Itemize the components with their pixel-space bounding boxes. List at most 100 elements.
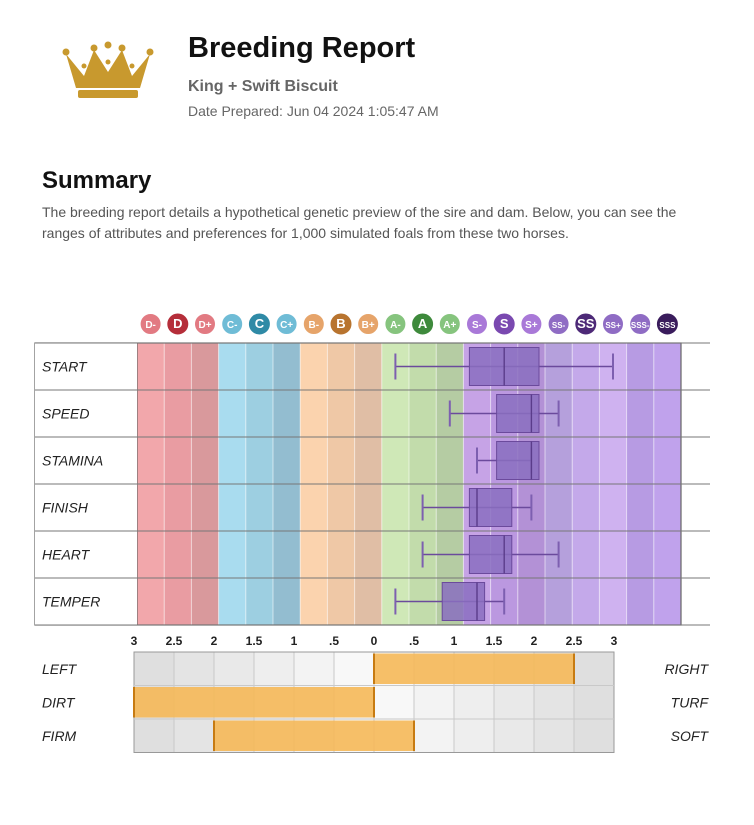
row-label-cell bbox=[35, 531, 137, 578]
pref-tick-label: 2 bbox=[211, 634, 218, 648]
grade-badge bbox=[655, 312, 679, 336]
grade-badge bbox=[357, 313, 380, 335]
grade-badge-label: SS- bbox=[552, 321, 566, 330]
date-prepared: Date Prepared: Jun 04 2024 1:05:47 AM bbox=[188, 103, 439, 119]
grade-badge bbox=[302, 313, 325, 335]
pref-tick-label: .5 bbox=[329, 634, 339, 648]
grade-badge bbox=[411, 312, 435, 336]
row-label-cell bbox=[35, 343, 137, 390]
crown-logo bbox=[62, 41, 154, 98]
summary-heading: Summary bbox=[42, 167, 152, 194]
iqr-box bbox=[496, 441, 540, 480]
row-label-cell bbox=[35, 578, 137, 625]
grade-badge-label: A- bbox=[390, 320, 401, 331]
crown-body bbox=[66, 50, 150, 88]
crown-jewel bbox=[104, 41, 112, 49]
pref-tick-label: 3 bbox=[131, 634, 138, 648]
pref-tick-label: 1 bbox=[291, 634, 298, 648]
grade-badge bbox=[520, 313, 543, 335]
horse-pair: King + Swift Biscuit bbox=[188, 78, 338, 95]
grade-badge bbox=[438, 313, 461, 335]
pref-right-label: SOFT bbox=[671, 728, 710, 744]
iqr-box bbox=[468, 488, 513, 527]
grade-badge-label: S- bbox=[472, 320, 482, 331]
grade-badge bbox=[139, 313, 162, 335]
pref-tick-label: 3 bbox=[611, 634, 618, 648]
pref-bar bbox=[374, 653, 574, 684]
grade-badge-label: D bbox=[173, 316, 182, 331]
grade-badge-label: SSS- bbox=[631, 321, 650, 330]
grade-badge-label: D+ bbox=[198, 320, 211, 331]
breeding-chart: D- D D+ C- C C+ B- B B+ A- A A+ S- S S+ SS- SS SS+ SSS- SSS… bbox=[34, 312, 710, 753]
summary-text: The breeding report details a hypothetic… bbox=[42, 204, 677, 241]
row-label-cell bbox=[35, 484, 137, 531]
grade-badge bbox=[466, 313, 488, 335]
pref-left-label: DIRT bbox=[42, 694, 76, 710]
grade-badge-label: S+ bbox=[525, 320, 538, 331]
grade-badge-label: B bbox=[336, 316, 345, 331]
crown-jewel bbox=[90, 44, 98, 52]
pref-bar bbox=[134, 687, 374, 718]
pref-left-label: LEFT bbox=[42, 661, 78, 677]
crown-dot bbox=[81, 63, 87, 69]
grade-badge-label: C+ bbox=[280, 320, 293, 331]
crown-jewel bbox=[62, 48, 70, 56]
grade-badge-label: C bbox=[255, 316, 265, 331]
row-label-cell bbox=[35, 390, 137, 437]
pref-tick-label: 2.5 bbox=[166, 634, 183, 648]
grade-badges: D- D D+ C- C C+ B- B B+ A- A A+ S- S S+ SS- SS SS+ SSS- SSS bbox=[139, 312, 679, 336]
grade-badge-label: S bbox=[500, 316, 509, 331]
grade-badge-label: B- bbox=[309, 320, 320, 331]
pref-right-label: RIGHT bbox=[664, 661, 709, 677]
crown-dot bbox=[129, 63, 135, 69]
grade-badge bbox=[194, 313, 216, 335]
row-label: SPEED bbox=[42, 406, 89, 422]
pref-tick-label: 1 bbox=[451, 634, 458, 648]
grade-badge bbox=[384, 313, 407, 335]
pref-tick-label: 2 bbox=[531, 634, 538, 648]
row-label: FINISH bbox=[42, 500, 89, 516]
row-label: STAMINA bbox=[42, 453, 103, 469]
grade-badge-label: C- bbox=[227, 320, 238, 331]
pref-right-label: TURF bbox=[671, 694, 710, 710]
grade-badge bbox=[247, 312, 271, 336]
grade-badge-label: A+ bbox=[443, 320, 456, 331]
attribute-rows: START SPEED STAMINA FINISH HEART TEMPER bbox=[35, 342, 710, 626]
crown-jewel bbox=[118, 44, 126, 52]
pref-tick-label: 2.5 bbox=[566, 634, 583, 648]
pref-tick-label: .5 bbox=[409, 634, 419, 648]
pref-left-label: FIRM bbox=[42, 728, 77, 744]
pref-tick-label: 1.5 bbox=[486, 634, 503, 648]
pref-cell bbox=[574, 652, 614, 753]
report-title: Breeding Report bbox=[188, 32, 416, 64]
row-label: START bbox=[42, 359, 88, 375]
grade-badge bbox=[221, 313, 244, 335]
grade-badge bbox=[275, 313, 298, 335]
grade-badge bbox=[574, 312, 598, 336]
grade-badge bbox=[492, 312, 516, 336]
grade-badge-label: B+ bbox=[362, 320, 375, 331]
pref-bar bbox=[214, 720, 414, 751]
row-label-cell bbox=[35, 437, 137, 484]
grade-badge-label: A bbox=[418, 316, 428, 331]
row-label: TEMPER bbox=[42, 594, 100, 610]
crown-base bbox=[78, 90, 138, 98]
grade-badge bbox=[602, 313, 624, 335]
crown-dot bbox=[105, 59, 111, 65]
grade-badge-label: SSS bbox=[659, 321, 676, 330]
grade-badge-label: D- bbox=[145, 320, 156, 331]
pref-tick-label: 0 bbox=[371, 634, 378, 648]
iqr-box bbox=[496, 394, 540, 433]
crown-jewel bbox=[146, 48, 154, 56]
pref-tick-label: 1.5 bbox=[246, 634, 263, 648]
grade-badge bbox=[329, 312, 353, 336]
grade-badge bbox=[547, 313, 570, 335]
row-label: HEART bbox=[42, 547, 91, 563]
grade-badge bbox=[629, 313, 652, 335]
grade-badge-label: SS+ bbox=[605, 321, 621, 330]
grade-badge bbox=[166, 312, 190, 336]
iqr-box bbox=[468, 535, 513, 574]
grade-badge-label: SS bbox=[577, 316, 595, 331]
iqr-box bbox=[441, 582, 486, 621]
